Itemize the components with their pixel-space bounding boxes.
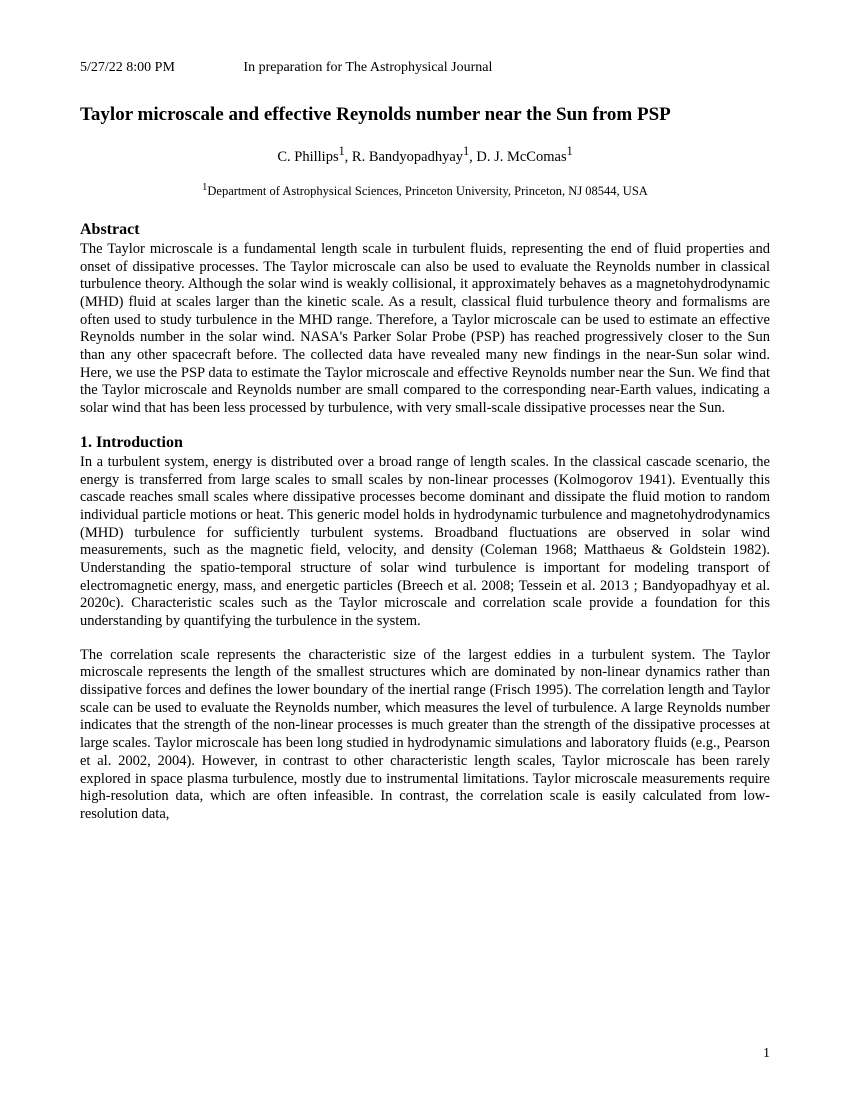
abstract-heading: Abstract <box>80 221 770 239</box>
author-list: C. Phillips1, R. Bandyopadhyay1, D. J. M… <box>80 144 770 166</box>
paper-title: Taylor microscale and effective Reynolds… <box>80 104 770 126</box>
page-number: 1 <box>763 1046 770 1062</box>
introduction-paragraph-1: In a turbulent system, energy is distrib… <box>80 454 770 631</box>
running-header: 5/27/22 8:00 PM In preparation for The A… <box>80 60 770 76</box>
introduction-heading: 1. Introduction <box>80 434 770 452</box>
header-journal: In preparation for The Astrophysical Jou… <box>243 60 492 76</box>
introduction-paragraph-2: The correlation scale represents the cha… <box>80 647 770 824</box>
page-container: 5/27/22 8:00 PM In preparation for The A… <box>0 0 850 1100</box>
affiliation: 1Department of Astrophysical Sciences, P… <box>80 182 770 199</box>
abstract-text: The Taylor microscale is a fundamental l… <box>80 241 770 418</box>
header-date: 5/27/22 8:00 PM <box>80 60 175 76</box>
